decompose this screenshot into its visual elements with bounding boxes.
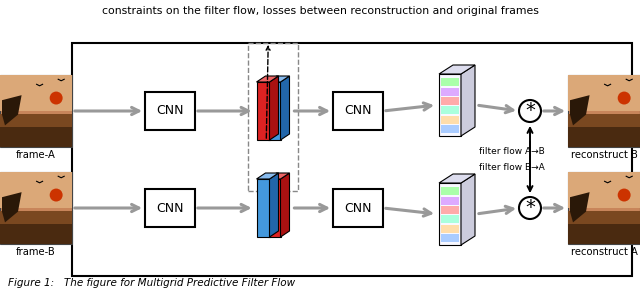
Circle shape	[50, 91, 63, 104]
Polygon shape	[439, 65, 475, 74]
FancyBboxPatch shape	[145, 189, 195, 227]
FancyBboxPatch shape	[333, 92, 383, 130]
Text: reconstruct B: reconstruct B	[571, 150, 637, 160]
Text: *: *	[525, 101, 535, 120]
FancyBboxPatch shape	[145, 92, 195, 130]
FancyBboxPatch shape	[568, 114, 640, 127]
FancyBboxPatch shape	[333, 189, 383, 227]
FancyBboxPatch shape	[568, 222, 640, 244]
FancyBboxPatch shape	[0, 172, 72, 208]
FancyBboxPatch shape	[441, 106, 459, 114]
Polygon shape	[2, 192, 22, 222]
Text: frame-A: frame-A	[16, 150, 56, 160]
FancyBboxPatch shape	[0, 126, 72, 147]
Polygon shape	[257, 76, 278, 82]
FancyBboxPatch shape	[441, 125, 459, 133]
FancyBboxPatch shape	[568, 126, 640, 147]
FancyBboxPatch shape	[441, 225, 459, 233]
Text: filter flow B→A: filter flow B→A	[479, 163, 545, 172]
Polygon shape	[280, 76, 289, 140]
Circle shape	[618, 189, 630, 202]
FancyBboxPatch shape	[568, 75, 640, 147]
FancyBboxPatch shape	[0, 222, 72, 244]
FancyBboxPatch shape	[441, 234, 459, 242]
FancyBboxPatch shape	[441, 116, 459, 124]
FancyBboxPatch shape	[268, 179, 280, 237]
Polygon shape	[269, 76, 278, 140]
FancyBboxPatch shape	[441, 187, 459, 195]
Text: constraints on the filter flow, losses between reconstruction and original frame: constraints on the filter flow, losses b…	[102, 6, 538, 16]
Text: *: *	[525, 198, 535, 217]
Polygon shape	[570, 95, 589, 126]
FancyBboxPatch shape	[568, 75, 640, 111]
FancyBboxPatch shape	[439, 74, 461, 136]
Polygon shape	[570, 192, 589, 222]
Circle shape	[519, 197, 541, 219]
FancyBboxPatch shape	[439, 183, 461, 245]
Text: CNN: CNN	[344, 202, 372, 215]
FancyBboxPatch shape	[568, 172, 640, 208]
Text: CNN: CNN	[156, 202, 184, 215]
FancyBboxPatch shape	[268, 82, 280, 140]
Polygon shape	[269, 173, 278, 237]
Polygon shape	[268, 173, 289, 179]
Polygon shape	[268, 76, 289, 82]
FancyBboxPatch shape	[441, 97, 459, 105]
Text: CNN: CNN	[156, 104, 184, 118]
FancyBboxPatch shape	[441, 215, 459, 223]
FancyBboxPatch shape	[441, 197, 459, 205]
Text: CNN: CNN	[344, 104, 372, 118]
Text: reconstruct A: reconstruct A	[571, 247, 637, 257]
FancyBboxPatch shape	[568, 211, 640, 224]
Circle shape	[618, 91, 630, 104]
Text: filter flow A→B: filter flow A→B	[479, 147, 545, 156]
FancyBboxPatch shape	[0, 172, 72, 244]
FancyBboxPatch shape	[441, 206, 459, 214]
Circle shape	[50, 189, 63, 202]
Circle shape	[519, 100, 541, 122]
FancyBboxPatch shape	[0, 75, 72, 147]
Text: Figure 1:   The figure for Multigrid Predictive Filter Flow: Figure 1: The figure for Multigrid Predi…	[8, 278, 295, 288]
Text: frame-B: frame-B	[16, 247, 56, 257]
FancyBboxPatch shape	[568, 172, 640, 244]
FancyBboxPatch shape	[441, 88, 459, 96]
FancyBboxPatch shape	[441, 78, 459, 86]
FancyBboxPatch shape	[0, 75, 72, 111]
Polygon shape	[280, 173, 289, 237]
Polygon shape	[439, 174, 475, 183]
Polygon shape	[461, 65, 475, 136]
FancyBboxPatch shape	[257, 179, 269, 237]
FancyBboxPatch shape	[0, 211, 72, 224]
Polygon shape	[2, 95, 22, 126]
Polygon shape	[461, 174, 475, 245]
FancyBboxPatch shape	[0, 114, 72, 127]
Polygon shape	[257, 173, 278, 179]
FancyBboxPatch shape	[257, 82, 269, 140]
